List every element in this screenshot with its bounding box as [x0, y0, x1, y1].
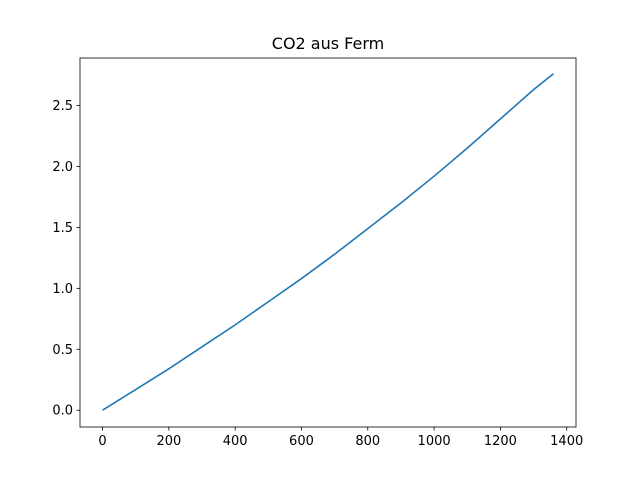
x-tick-label: 400: [223, 434, 248, 449]
x-tick-label: 200: [156, 434, 181, 449]
x-tick-label: 1400: [550, 434, 583, 449]
y-tick-label: 1.5: [52, 221, 73, 236]
y-tick-label: 2.0: [52, 160, 73, 175]
y-tick-label: 0.0: [52, 404, 73, 419]
x-tick-label: 1200: [484, 434, 517, 449]
y-tick-label: 2.5: [52, 99, 73, 114]
x-tick-label: 1000: [418, 434, 451, 449]
x-tick-label: 0: [98, 434, 106, 449]
y-tick-label: 0.5: [52, 343, 73, 358]
plot-area: [102, 73, 554, 411]
x-axis: 0 200 400 600 800 1000 1200 1400: [98, 427, 583, 449]
y-tick-label: 1.0: [52, 282, 73, 297]
x-tick-label: 800: [355, 434, 380, 449]
x-tick-label: 600: [289, 434, 314, 449]
axes-frame: [79, 57, 577, 428]
chart-title: CO2 aus Ferm: [272, 34, 384, 53]
y-axis: 0.0 0.5 1.0 1.5 2.0 2.5: [52, 99, 80, 419]
series-line: [102, 73, 554, 411]
